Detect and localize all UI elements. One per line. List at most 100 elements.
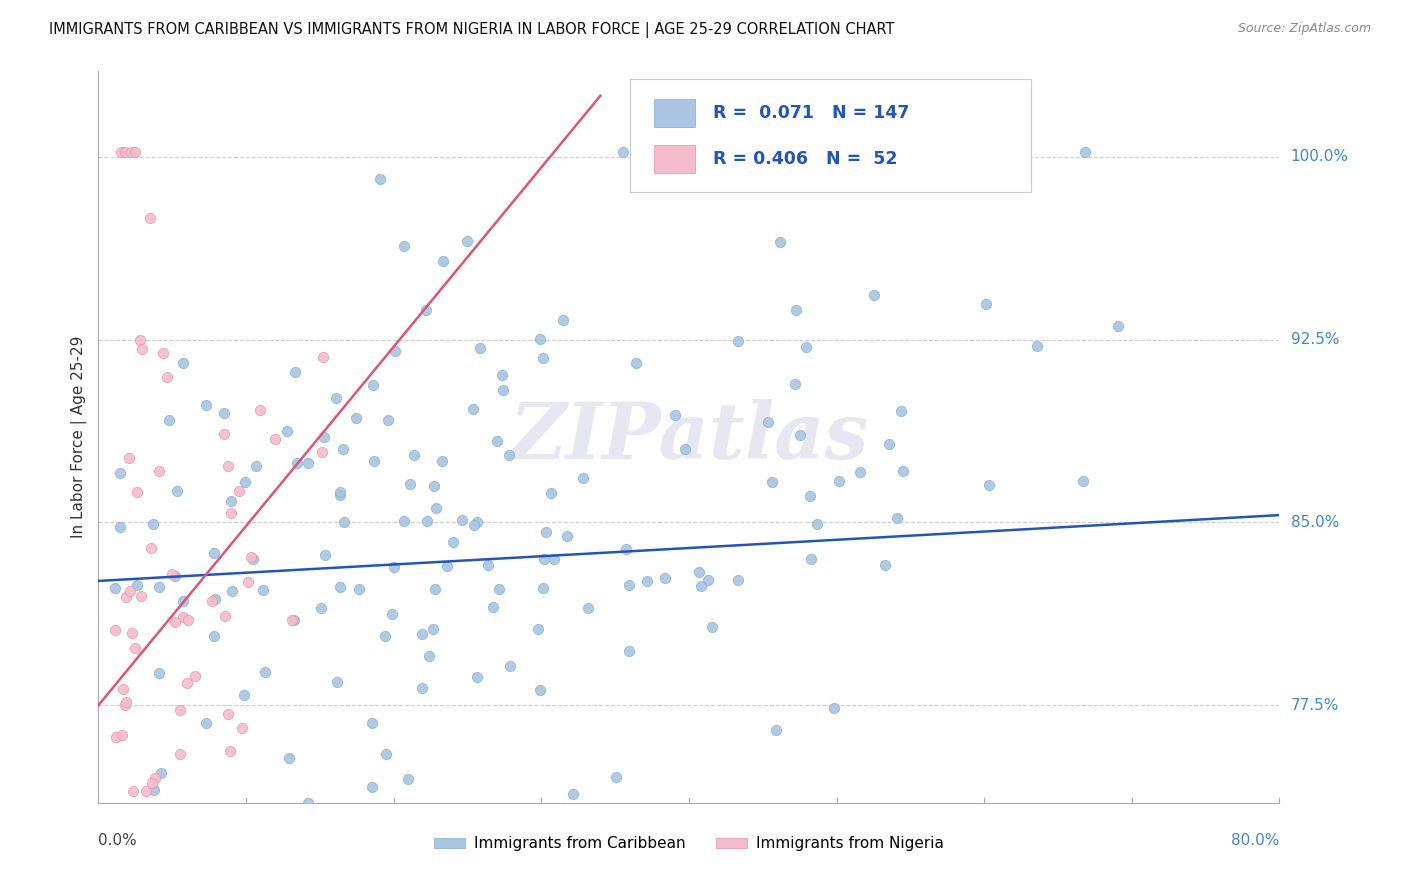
Text: R =  0.071   N = 147: R = 0.071 N = 147: [713, 104, 908, 122]
Point: [221, 584, 243, 599]
Point: [219, 744, 242, 758]
Point: [862, 288, 884, 302]
Point: [114, 145, 136, 159]
Point: [375, 747, 398, 762]
Point: [195, 398, 218, 412]
Text: 85.0%: 85.0%: [1291, 515, 1339, 530]
Point: [794, 340, 817, 354]
Point: [368, 171, 391, 186]
Point: [169, 747, 191, 761]
Point: [183, 669, 205, 683]
Point: [576, 601, 599, 615]
Point: [172, 610, 194, 624]
Point: [142, 517, 165, 532]
Text: 92.5%: 92.5%: [1291, 332, 1339, 347]
Point: [201, 593, 224, 607]
Point: [619, 578, 641, 592]
Point: [423, 582, 446, 596]
Point: [135, 783, 157, 797]
Point: [309, 601, 332, 615]
Point: [212, 427, 235, 442]
Point: [114, 698, 136, 713]
Point: [194, 716, 217, 731]
Point: [202, 546, 225, 560]
Text: 100.0%: 100.0%: [1291, 149, 1348, 164]
Point: [231, 721, 253, 735]
Point: [176, 676, 198, 690]
Point: [636, 574, 658, 588]
Point: [297, 796, 319, 810]
Point: [491, 383, 513, 397]
Point: [105, 730, 128, 744]
Point: [108, 519, 131, 533]
Point: [785, 303, 807, 318]
Point: [415, 303, 437, 318]
Point: [783, 376, 806, 391]
Point: [879, 437, 901, 451]
Point: [204, 591, 226, 606]
Point: [219, 506, 242, 520]
Point: [1073, 475, 1095, 489]
Point: [332, 442, 354, 456]
Text: ZIPatlas: ZIPatlas: [509, 399, 869, 475]
Text: 80.0%: 80.0%: [1232, 833, 1279, 848]
Text: 0.0%: 0.0%: [98, 833, 138, 848]
Point: [456, 234, 478, 248]
Point: [148, 465, 170, 479]
Point: [156, 370, 179, 384]
Text: R = 0.406   N =  52: R = 0.406 N = 52: [713, 150, 897, 168]
Point: [761, 475, 783, 490]
Point: [329, 484, 352, 499]
Point: [529, 332, 551, 346]
Point: [283, 613, 305, 627]
Point: [384, 344, 406, 359]
Point: [727, 334, 749, 348]
Point: [689, 579, 711, 593]
Point: [361, 378, 384, 392]
Point: [127, 578, 149, 592]
Point: [886, 510, 908, 524]
Point: [214, 608, 236, 623]
Point: [697, 573, 720, 587]
Point: [121, 783, 143, 797]
Point: [165, 568, 187, 582]
Point: [605, 770, 627, 784]
Point: [411, 681, 433, 695]
Point: [228, 484, 250, 499]
Point: [233, 475, 256, 490]
Point: [163, 615, 186, 629]
Point: [139, 211, 162, 225]
Point: [468, 342, 491, 356]
Point: [311, 445, 333, 459]
Point: [531, 581, 554, 595]
Point: [219, 494, 242, 508]
Point: [392, 239, 415, 253]
Point: [120, 145, 142, 159]
Point: [531, 351, 554, 365]
Point: [374, 629, 396, 643]
Point: [823, 701, 845, 715]
Point: [329, 488, 352, 502]
Point: [436, 559, 458, 574]
Point: [361, 716, 384, 731]
Point: [297, 456, 319, 470]
Point: [333, 515, 356, 529]
Point: [217, 458, 239, 473]
Point: [463, 401, 485, 416]
Point: [422, 622, 444, 636]
Point: [806, 516, 828, 531]
Point: [572, 471, 595, 485]
Point: [127, 485, 149, 500]
Point: [177, 613, 200, 627]
Point: [534, 525, 557, 540]
Point: [450, 513, 472, 527]
Point: [314, 430, 336, 444]
Point: [498, 448, 520, 462]
Point: [404, 448, 426, 462]
Point: [486, 434, 509, 448]
Point: [214, 406, 236, 420]
Point: [702, 619, 724, 633]
Point: [329, 580, 352, 594]
Point: [381, 607, 404, 622]
Point: [1073, 145, 1095, 159]
